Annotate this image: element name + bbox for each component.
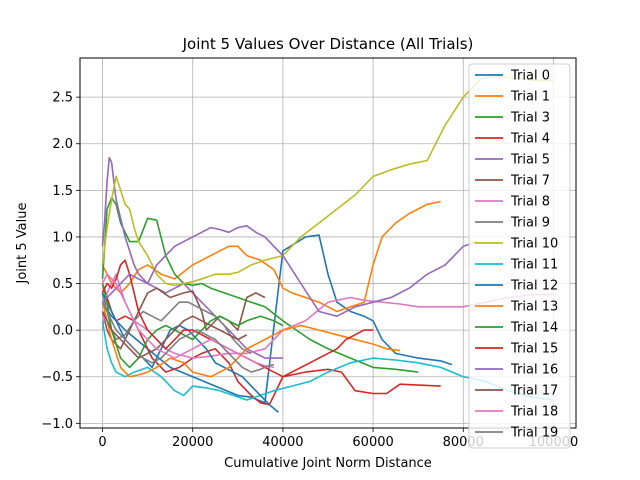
legend-box — [468, 63, 571, 449]
series-line-trial-10 — [101, 75, 554, 287]
legend-label: Trial 19 — [510, 426, 558, 441]
series-line-trial-1 — [101, 200, 441, 313]
legend-label: Trial 18 — [510, 405, 558, 420]
legend-label: Trial 0 — [510, 69, 550, 84]
chart-title: Joint 5 Values Over Distance (All Trials… — [182, 35, 474, 53]
legend-label: Trial 17 — [510, 384, 558, 399]
y-tick-label: −0.5 — [41, 370, 73, 385]
series-line-trial-12 — [101, 292, 279, 413]
series-line-trial-16 — [101, 225, 478, 318]
series-line-trial-18 — [101, 273, 275, 369]
series-line-trial-7 — [101, 287, 266, 350]
legend-label: Trial 11 — [510, 258, 558, 273]
series-line-trial-17 — [101, 311, 248, 359]
lines-layer — [101, 75, 554, 413]
legend: Trial 0 Trial 1 Trial 3 Trial 4 Trial 5 Trial… — [468, 63, 571, 449]
x-axis-label: Cumulative Joint Norm Distance — [224, 456, 432, 471]
x-tick-label: 40000 — [262, 435, 303, 450]
x-tick-label: 60000 — [352, 435, 393, 450]
plot-frame — [79, 57, 577, 429]
series-line-trial-19 — [101, 301, 275, 373]
x-tick-label: 20000 — [172, 435, 213, 450]
legend-label: Trial 9 — [510, 216, 550, 231]
legend-label: Trial 4 — [510, 132, 550, 147]
series-line-trial-0 — [101, 234, 453, 404]
legend-label: Trial 13 — [510, 300, 558, 315]
y-tick-label: 2.5 — [52, 91, 73, 106]
y-tick-label: 2.0 — [52, 137, 73, 152]
legend-label: Trial 14 — [510, 321, 558, 336]
series-line-trial-11 — [101, 320, 554, 401]
legend-label: Trial 12 — [510, 279, 558, 294]
y-tick-label: 0.5 — [52, 277, 73, 292]
y-axis-label: Joint 5 Value — [15, 203, 30, 285]
series-line-trial-14 — [101, 283, 284, 369]
y-tick-label: 1.0 — [52, 230, 73, 245]
legend-label: Trial 7 — [510, 174, 550, 189]
y-tick-label: −1.0 — [41, 417, 73, 432]
legend-label: Trial 1 — [510, 90, 550, 105]
series-line-trial-9 — [101, 292, 252, 355]
legend-label: Trial 5 — [510, 153, 550, 168]
legend-label: Trial 16 — [510, 363, 558, 378]
legend-label: Trial 3 — [510, 111, 550, 126]
series-line-trial-13 — [101, 302, 401, 378]
x-tick-label: 0 — [98, 435, 106, 450]
legend-label: Trial 15 — [510, 342, 558, 357]
legend-label: Trial 10 — [510, 237, 558, 252]
legend-label: Trial 8 — [510, 195, 550, 210]
y-tick-label: 1.5 — [52, 184, 73, 199]
y-tick-label: 0.0 — [52, 324, 73, 339]
